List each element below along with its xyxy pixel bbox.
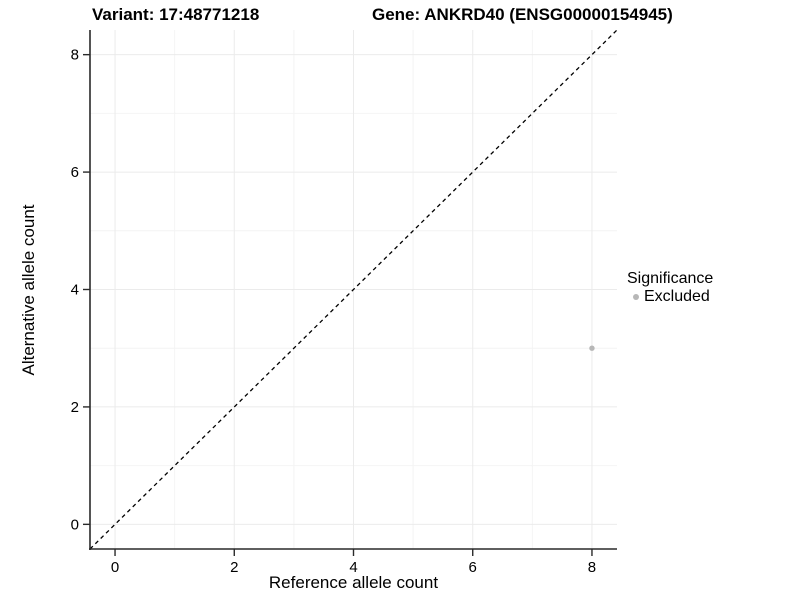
svg-text:0: 0 [71, 516, 79, 533]
svg-text:8: 8 [588, 559, 596, 576]
svg-text:4: 4 [349, 559, 357, 576]
legend-point-icon [633, 294, 639, 300]
svg-text:2: 2 [230, 559, 238, 576]
svg-text:0: 0 [111, 559, 119, 576]
legend-item-label: Excluded [644, 288, 710, 305]
variant-title: Variant: 17:48771218 [92, 5, 260, 24]
svg-text:4: 4 [71, 282, 79, 299]
x-axis-title: Reference allele count [268, 573, 439, 592]
gene-title: Gene: ANKRD40 (ENSG00000154945) [372, 5, 673, 24]
legend-item-excluded: Excluded [633, 288, 713, 306]
legend: Significance Excluded [627, 269, 713, 306]
svg-text:6: 6 [469, 559, 477, 576]
y-axis-title: Alternative allele count [19, 204, 38, 376]
legend-title: Significance [627, 270, 714, 287]
svg-text:8: 8 [71, 47, 79, 64]
svg-text:2: 2 [71, 399, 79, 416]
svg-text:6: 6 [71, 164, 79, 181]
